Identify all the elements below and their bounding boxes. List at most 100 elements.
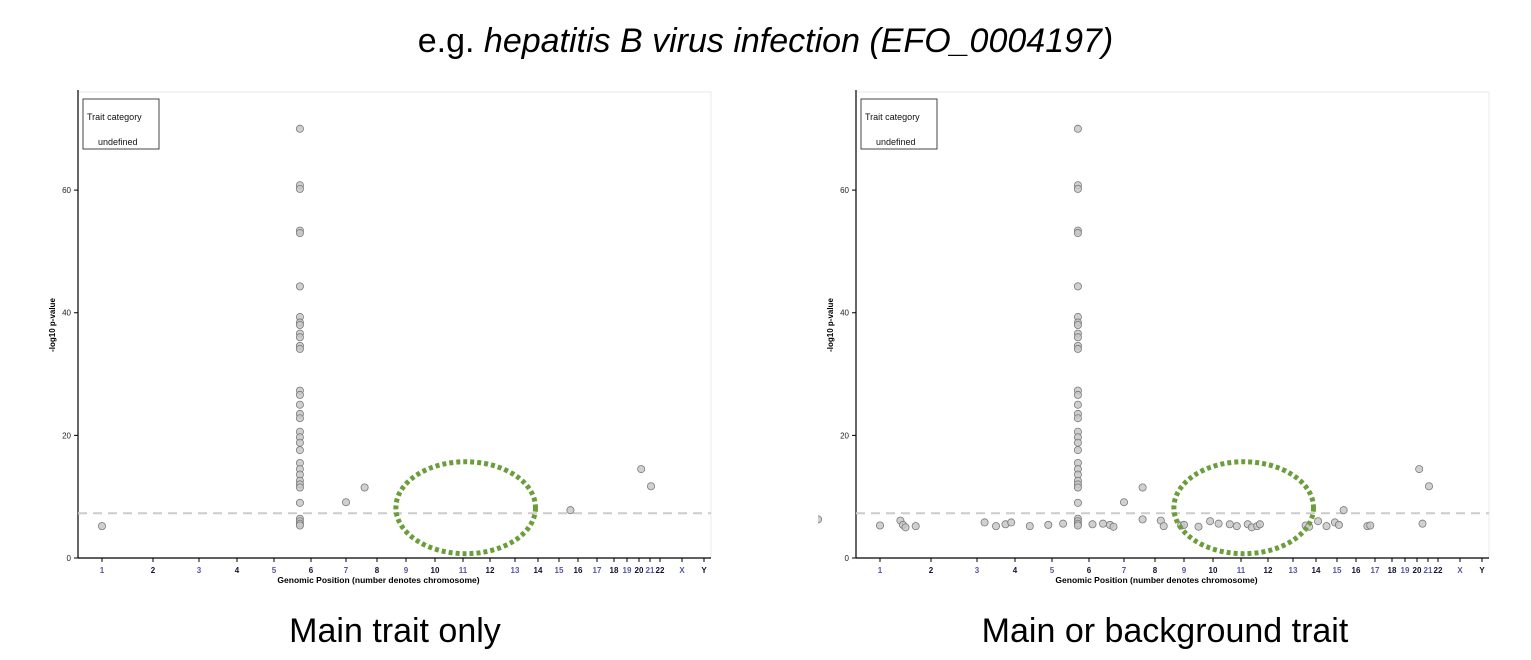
- data-point: [295, 446, 304, 455]
- data-point: [1339, 506, 1348, 515]
- data-point: [1007, 518, 1016, 527]
- data-point: [1025, 522, 1034, 531]
- data-point: [1425, 482, 1434, 491]
- data-point: [1073, 344, 1082, 353]
- chromosome-label: 5: [1050, 566, 1055, 575]
- chromosome-label: 14: [1312, 566, 1321, 575]
- chromosome-label: 9: [1182, 566, 1187, 575]
- chromosome-label: 8: [375, 566, 380, 575]
- chromosome-label: 17: [1371, 566, 1380, 575]
- chromosome-label: 22: [1434, 566, 1443, 575]
- data-point: [1138, 483, 1147, 492]
- chromosome-label: 4: [235, 566, 240, 575]
- title-trait: hepatitis B virus infection (EFO_0004197…: [483, 22, 1114, 60]
- data-point: [341, 498, 350, 507]
- data-point: [295, 344, 304, 353]
- data-point: [1073, 229, 1082, 238]
- y-tick-label: 0: [67, 554, 72, 563]
- data-point: [295, 282, 304, 291]
- legend-title: Trait category: [87, 112, 142, 122]
- data-point: [1044, 520, 1053, 529]
- data-point: [1073, 400, 1082, 409]
- data-point: [1138, 515, 1147, 524]
- x-axis-label: Genomic Position (number denotes chromos…: [277, 575, 479, 585]
- data-point: [1073, 390, 1082, 399]
- page-title: e.g. hepatitis B virus infection (EFO_00…: [0, 22, 1531, 61]
- chromosome-label: 9: [404, 566, 409, 575]
- chromosome-label: 14: [534, 566, 543, 575]
- data-point: [1073, 320, 1082, 329]
- data-point: [1366, 521, 1375, 530]
- chromosome-label: 18: [610, 566, 619, 575]
- data-point: [295, 390, 304, 399]
- chromosome-label: Y: [1479, 566, 1485, 575]
- chromosome-label: 19: [1401, 566, 1410, 575]
- legend-title: Trait category: [865, 112, 920, 122]
- chromosome-label: 15: [1333, 566, 1342, 575]
- chromosome-label: 10: [431, 566, 440, 575]
- chromosome-label: 7: [1122, 566, 1127, 575]
- data-point: [1232, 522, 1241, 531]
- plot-frame: [855, 91, 1490, 559]
- chromosome-label: 5: [272, 566, 277, 575]
- data-point: [1322, 522, 1331, 531]
- data-point: [295, 333, 304, 342]
- data-point: [566, 506, 575, 515]
- data-point: [1225, 520, 1234, 529]
- data-point: [1073, 438, 1082, 447]
- data-point: [1073, 446, 1082, 455]
- data-point: [1214, 519, 1223, 528]
- legend: Trait category undefined: [860, 98, 938, 150]
- data-point: [991, 522, 1000, 531]
- data-point: [1098, 519, 1107, 528]
- caption-main-trait: Main trait only: [289, 612, 501, 650]
- chromosome-label: 11: [459, 566, 468, 575]
- data-point: [295, 184, 304, 193]
- chromosome-label: 10: [1209, 566, 1218, 575]
- chromosome-label: 6: [1087, 566, 1092, 575]
- data-point: [980, 518, 989, 527]
- data-point: [1314, 517, 1323, 526]
- data-point: [637, 465, 646, 474]
- data-point: [1073, 498, 1082, 507]
- data-point: [295, 124, 304, 133]
- data-point: [901, 523, 910, 532]
- chromosome-label: 16: [1352, 566, 1361, 575]
- chromosome-label: 13: [511, 566, 520, 575]
- legend: Trait category undefined: [82, 98, 160, 150]
- chromosome-label: 11: [1237, 566, 1246, 575]
- data-point: [1415, 465, 1424, 474]
- highlight-ellipse: [393, 459, 539, 557]
- chromosome-label: 20: [1413, 566, 1422, 575]
- chromosome-label: 1: [100, 566, 105, 575]
- data-point: [1255, 520, 1264, 529]
- y-tick-label: 60: [840, 186, 849, 195]
- data-point: [1073, 282, 1082, 291]
- data-point: [295, 320, 304, 329]
- chromosome-label: 1: [878, 566, 883, 575]
- legend-entry: undefined: [98, 137, 138, 147]
- data-point: [360, 483, 369, 492]
- chromosome-label: 20: [635, 566, 644, 575]
- data-point: [1119, 498, 1128, 507]
- chromosome-label: X: [679, 566, 685, 575]
- data-point: [1073, 184, 1082, 193]
- plot-frame: [77, 91, 712, 559]
- chromosome-label: 3: [975, 566, 980, 575]
- data-point: [295, 438, 304, 447]
- chromosome-label: 17: [593, 566, 602, 575]
- data-point: [295, 400, 304, 409]
- data-point: [1334, 520, 1343, 529]
- y-tick-label: 40: [62, 309, 71, 318]
- y-tick-label: 0: [845, 554, 850, 563]
- y-axis-label: -log10 p-value: [48, 298, 57, 352]
- chromosome-label: 2: [151, 566, 156, 575]
- data-point: [1206, 517, 1215, 526]
- y-axis-label: -log10 p-value: [826, 298, 835, 352]
- highlight-ellipse: [1171, 459, 1317, 557]
- data-point: [1418, 519, 1427, 528]
- data-point: [1073, 483, 1082, 492]
- chromosome-label: 4: [1013, 566, 1018, 575]
